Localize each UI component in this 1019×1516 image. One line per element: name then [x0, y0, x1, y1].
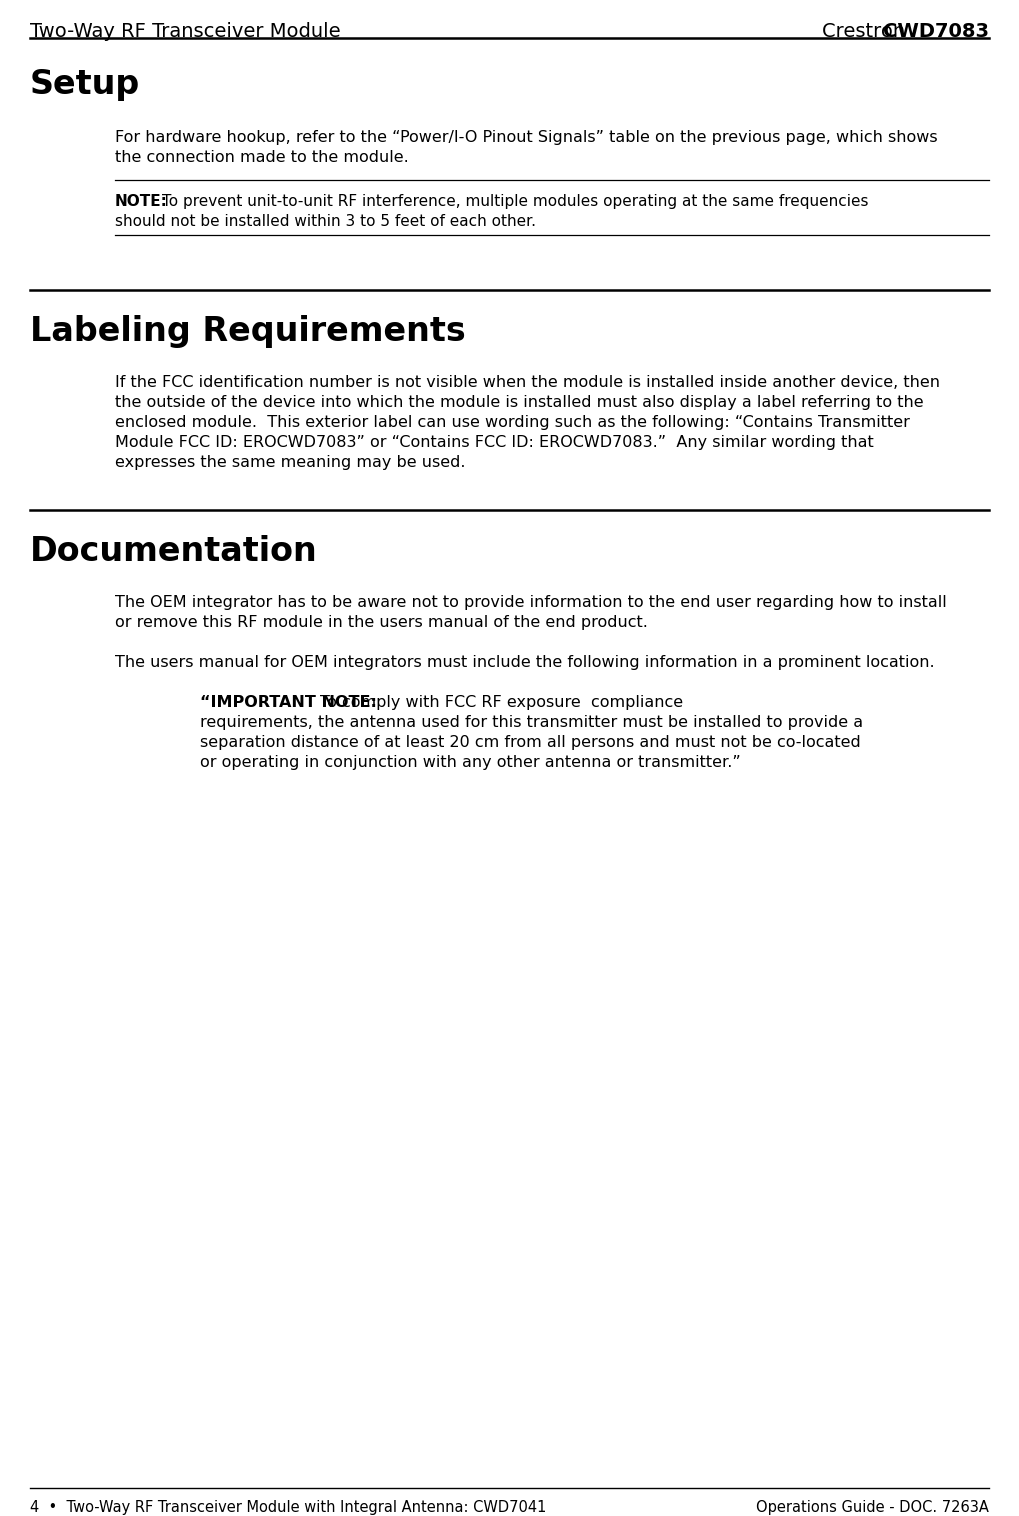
- Text: the connection made to the module.: the connection made to the module.: [115, 150, 409, 165]
- Text: expresses the same meaning may be used.: expresses the same meaning may be used.: [115, 455, 466, 470]
- Text: “IMPORTANT NOTE:: “IMPORTANT NOTE:: [200, 694, 377, 709]
- Text: For hardware hookup, refer to the “Power/I-O Pinout Signals” table on the previo: For hardware hookup, refer to the “Power…: [115, 130, 937, 146]
- Text: The users manual for OEM integrators must include the following information in a: The users manual for OEM integrators mus…: [115, 655, 934, 670]
- Text: To prevent unit-to-unit RF interference, multiple modules operating at the same : To prevent unit-to-unit RF interference,…: [162, 194, 868, 209]
- Text: Module FCC ID: EROCWD7083” or “Contains FCC ID: EROCWD7083.”  Any similar wordin: Module FCC ID: EROCWD7083” or “Contains …: [115, 435, 873, 450]
- Text: To comply with FCC RF exposure  compliance: To comply with FCC RF exposure complianc…: [320, 694, 683, 709]
- Text: the outside of the device into which the module is installed must also display a: the outside of the device into which the…: [115, 396, 923, 409]
- Text: Crestron: Crestron: [821, 23, 911, 41]
- Text: NOTE:: NOTE:: [115, 194, 168, 209]
- Text: Two-Way RF Transceiver Module: Two-Way RF Transceiver Module: [30, 23, 340, 41]
- Text: requirements, the antenna used for this transmitter must be installed to provide: requirements, the antenna used for this …: [200, 716, 863, 731]
- Text: If the FCC identification number is not visible when the module is installed ins: If the FCC identification number is not …: [115, 374, 940, 390]
- Text: enclosed module.  This exterior label can use wording such as the following: “Co: enclosed module. This exterior label can…: [115, 415, 910, 431]
- Text: or operating in conjunction with any other antenna or transmitter.”: or operating in conjunction with any oth…: [200, 755, 741, 770]
- Text: The OEM integrator has to be aware not to provide information to the end user re: The OEM integrator has to be aware not t…: [115, 594, 947, 609]
- Text: 4  •  Two-Way RF Transceiver Module with Integral Antenna: CWD7041: 4 • Two-Way RF Transceiver Module with I…: [30, 1499, 546, 1514]
- Text: Labeling Requirements: Labeling Requirements: [30, 315, 466, 349]
- Text: should not be installed within 3 to 5 feet of each other.: should not be installed within 3 to 5 fe…: [115, 214, 536, 229]
- Text: CWD7083: CWD7083: [883, 23, 989, 41]
- Text: Documentation: Documentation: [30, 535, 318, 568]
- Text: or remove this RF module in the users manual of the end product.: or remove this RF module in the users ma…: [115, 615, 648, 631]
- Text: separation distance of at least 20 cm from all persons and must not be co-locate: separation distance of at least 20 cm fr…: [200, 735, 861, 750]
- Text: Setup: Setup: [30, 68, 141, 102]
- Text: Operations Guide - DOC. 7263A: Operations Guide - DOC. 7263A: [756, 1499, 989, 1514]
